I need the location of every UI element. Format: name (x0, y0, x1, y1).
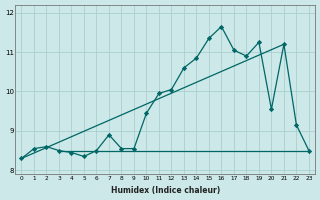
X-axis label: Humidex (Indice chaleur): Humidex (Indice chaleur) (111, 186, 220, 195)
